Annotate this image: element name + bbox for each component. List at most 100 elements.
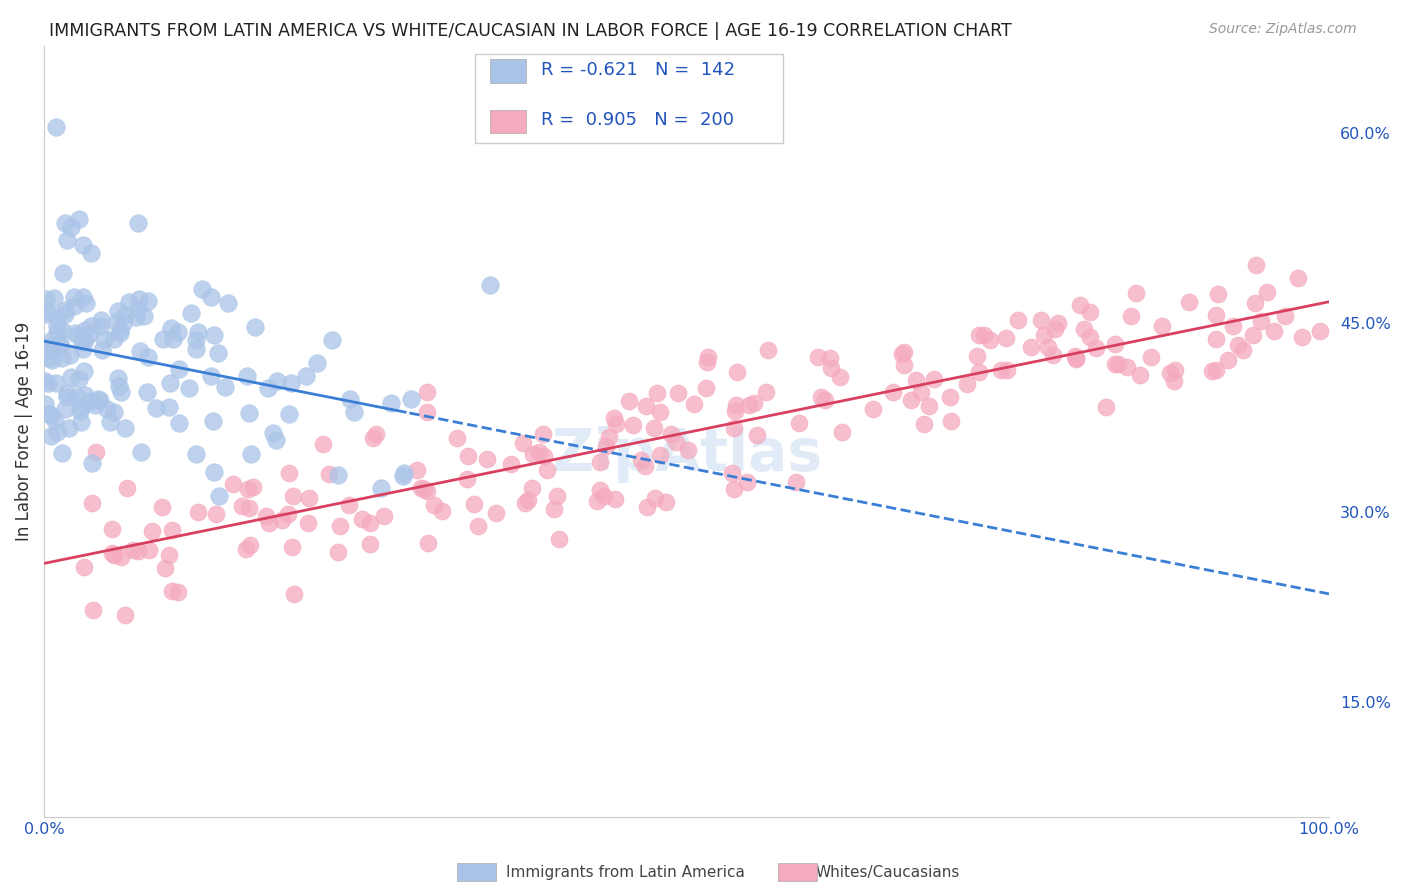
Point	[125, 310, 148, 324]
Point	[239, 538, 262, 552]
Point	[52, 266, 75, 280]
Point	[46, 318, 69, 333]
Point	[643, 420, 665, 434]
Point	[110, 384, 132, 399]
Point	[1216, 352, 1239, 367]
Point	[100, 546, 122, 560]
Point	[169, 362, 191, 376]
Point	[735, 475, 758, 489]
Point	[159, 320, 181, 334]
Point	[55, 233, 77, 247]
Point	[297, 516, 319, 530]
Point	[956, 377, 979, 392]
Point	[1038, 340, 1060, 354]
Point	[112, 315, 135, 329]
Point	[177, 381, 200, 395]
Point	[967, 328, 990, 343]
Point	[90, 319, 112, 334]
Point	[295, 369, 318, 384]
Point	[205, 507, 228, 521]
Point	[222, 476, 245, 491]
Point	[1163, 374, 1185, 388]
Point	[621, 418, 644, 433]
Point	[242, 480, 264, 494]
Point	[283, 587, 305, 601]
Point	[513, 496, 536, 510]
Point	[413, 482, 436, 496]
Point	[160, 523, 183, 537]
Text: 60.0%: 60.0%	[1340, 128, 1391, 142]
Text: Source: ZipAtlas.com: Source: ZipAtlas.com	[1209, 22, 1357, 37]
Point	[98, 415, 121, 429]
Bar	[489, 110, 526, 133]
Point	[328, 468, 350, 483]
Point	[167, 325, 190, 339]
Point	[66, 390, 89, 404]
Point	[966, 349, 988, 363]
Point	[1043, 322, 1066, 336]
Point	[80, 319, 103, 334]
Point	[35, 308, 58, 322]
Point	[59, 219, 82, 234]
Point	[34, 397, 56, 411]
Point	[592, 490, 614, 504]
Point	[512, 436, 534, 450]
Point	[101, 522, 124, 536]
Point	[266, 374, 288, 388]
Point	[305, 356, 328, 370]
Point	[184, 447, 207, 461]
Point	[1309, 325, 1331, 339]
Point	[59, 348, 82, 362]
Point	[108, 326, 131, 340]
Point	[200, 289, 222, 303]
Y-axis label: In Labor Force | Age 16-19: In Labor Force | Age 16-19	[15, 322, 32, 541]
Point	[283, 489, 305, 503]
Point	[905, 373, 928, 387]
Point	[1205, 309, 1227, 323]
Point	[522, 447, 544, 461]
Point	[73, 560, 96, 574]
Point	[724, 404, 747, 418]
Point	[62, 299, 84, 313]
Point	[318, 467, 340, 482]
Point	[53, 303, 76, 318]
Point	[254, 509, 277, 524]
Point	[1246, 258, 1268, 272]
Point	[807, 350, 830, 364]
Point	[1244, 296, 1267, 310]
Point	[1129, 368, 1152, 382]
Point	[1033, 328, 1056, 343]
Point	[277, 466, 299, 480]
Point	[862, 401, 884, 416]
Point	[820, 360, 842, 375]
Point	[45, 120, 67, 134]
Point	[271, 513, 294, 527]
Point	[1226, 338, 1249, 352]
Point	[721, 466, 744, 480]
Point	[603, 410, 626, 425]
Point	[238, 501, 260, 516]
Point	[107, 303, 129, 318]
Point	[1256, 285, 1278, 299]
Point	[814, 393, 837, 408]
Point	[676, 442, 699, 457]
Point	[723, 421, 745, 435]
Point	[134, 309, 156, 323]
Point	[630, 452, 652, 467]
Point	[238, 406, 260, 420]
Point	[1125, 286, 1147, 301]
Point	[900, 392, 922, 407]
Point	[51, 351, 73, 365]
Point	[41, 342, 63, 356]
Point	[531, 426, 554, 441]
Point	[891, 347, 914, 361]
Point	[1069, 298, 1091, 312]
Point	[56, 385, 79, 400]
Point	[636, 500, 658, 515]
Point	[217, 296, 239, 310]
Point	[1104, 336, 1126, 351]
Point	[725, 398, 748, 412]
Point	[654, 494, 676, 508]
Point	[37, 304, 59, 318]
Point	[127, 301, 149, 316]
